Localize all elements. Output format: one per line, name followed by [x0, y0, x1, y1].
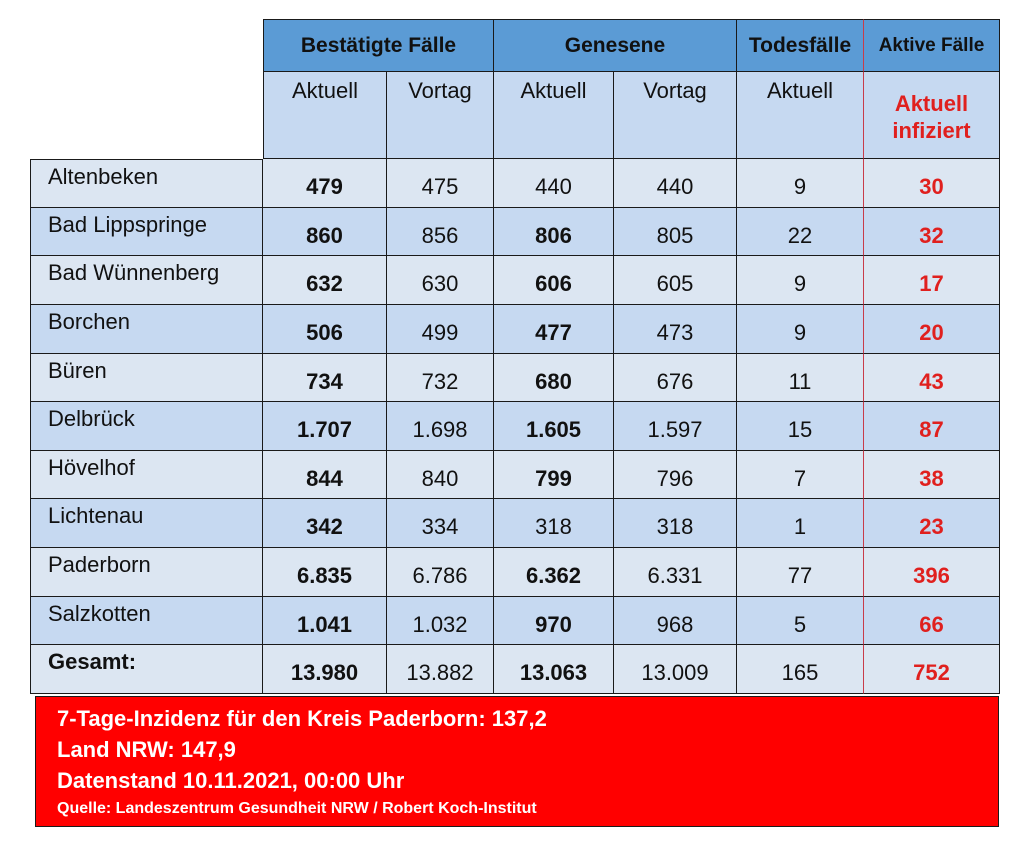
cell-conf-prev: 856 — [387, 208, 494, 256]
cell-conf-cur: 13.980 — [263, 645, 387, 694]
cell-conf-cur: 860 — [263, 208, 387, 256]
cell-conf-prev: 475 — [387, 159, 494, 208]
cell-rec-prev: 605 — [614, 256, 737, 305]
cell-conf-cur: 1.041 — [263, 597, 387, 645]
incidence-kreis: 7-Tage-Inzidenz für den Kreis Paderborn:… — [57, 706, 547, 731]
row-name: Altenbeken — [30, 159, 263, 208]
cell-rec-cur: 440 — [494, 159, 614, 208]
cell-deaths: 9 — [737, 159, 864, 208]
cell-active: 396 — [864, 548, 1000, 597]
incidence-info-box: 7-Tage-Inzidenz für den Kreis Paderborn:… — [35, 696, 999, 827]
row-name: Büren — [30, 354, 263, 402]
subheader-active: Aktuell infiziert — [864, 72, 1000, 159]
cell-rec-cur: 1.605 — [494, 402, 614, 451]
cell-active: 752 — [864, 645, 1000, 694]
data-date: Datenstand 10.11.2021, 00:00 Uhr — [57, 768, 405, 793]
row-name: Bad Lippspringe — [30, 208, 263, 256]
subheader-3: Vortag — [614, 72, 737, 159]
cell-active: 23 — [864, 499, 1000, 548]
cell-rec-prev: 805 — [614, 208, 737, 256]
cell-deaths: 7 — [737, 451, 864, 499]
cell-deaths: 9 — [737, 305, 864, 354]
header-recovered: Genesene — [494, 19, 737, 72]
subheader-active-line: infiziert — [892, 118, 971, 143]
row-name: Lichtenau — [30, 499, 263, 548]
cell-active: 43 — [864, 354, 1000, 402]
cell-rec-prev: 6.331 — [614, 548, 737, 597]
row-name: Borchen — [30, 305, 263, 354]
cell-active: 38 — [864, 451, 1000, 499]
cell-rec-cur: 13.063 — [494, 645, 614, 694]
cell-deaths: 1 — [737, 499, 864, 548]
cell-rec-prev: 676 — [614, 354, 737, 402]
cell-rec-cur: 6.362 — [494, 548, 614, 597]
cell-rec-cur: 680 — [494, 354, 614, 402]
total-label: Gesamt: — [30, 645, 263, 694]
row-name: Paderborn — [30, 548, 263, 597]
cell-deaths: 77 — [737, 548, 864, 597]
cell-deaths: 9 — [737, 256, 864, 305]
subheader-4: Aktuell — [737, 72, 864, 159]
cell-active: 17 — [864, 256, 1000, 305]
cell-conf-cur: 734 — [263, 354, 387, 402]
cell-rec-prev: 1.597 — [614, 402, 737, 451]
cell-conf-prev: 732 — [387, 354, 494, 402]
cell-rec-prev: 968 — [614, 597, 737, 645]
subheader-0: Aktuell — [263, 72, 387, 159]
row-name: Delbrück — [30, 402, 263, 451]
header-deaths: Todesfälle — [737, 19, 864, 72]
cell-rec-cur: 799 — [494, 451, 614, 499]
subheader-2: Aktuell — [494, 72, 614, 159]
cell-conf-prev: 840 — [387, 451, 494, 499]
row-name: Salzkotten — [30, 597, 263, 645]
cell-conf-prev: 13.882 — [387, 645, 494, 694]
cell-rec-cur: 806 — [494, 208, 614, 256]
cell-rec-prev: 318 — [614, 499, 737, 548]
cell-conf-cur: 844 — [263, 451, 387, 499]
cell-deaths: 165 — [737, 645, 864, 694]
cell-conf-cur: 6.835 — [263, 548, 387, 597]
cell-rec-prev: 440 — [614, 159, 737, 208]
cell-rec-cur: 970 — [494, 597, 614, 645]
cell-conf-cur: 506 — [263, 305, 387, 354]
cell-active: 30 — [864, 159, 1000, 208]
cell-conf-cur: 1.707 — [263, 402, 387, 451]
subheader-1: Vortag — [387, 72, 494, 159]
subheader-active-line: Aktuell — [894, 91, 969, 116]
header-active: Aktive Fälle — [864, 19, 1000, 72]
cell-rec-cur: 477 — [494, 305, 614, 354]
cell-deaths: 15 — [737, 402, 864, 451]
incidence-nrw: Land NRW: 147,9 — [57, 737, 236, 762]
cell-conf-cur: 479 — [263, 159, 387, 208]
cell-conf-prev: 6.786 — [387, 548, 494, 597]
cell-rec-prev: 796 — [614, 451, 737, 499]
cell-rec-prev: 473 — [614, 305, 737, 354]
cell-active: 32 — [864, 208, 1000, 256]
cell-rec-prev: 13.009 — [614, 645, 737, 694]
cell-deaths: 5 — [737, 597, 864, 645]
cell-active: 20 — [864, 305, 1000, 354]
cell-rec-cur: 318 — [494, 499, 614, 548]
data-source: Quelle: Landeszentrum Gesundheit NRW / R… — [57, 800, 537, 817]
header-confirmed: Bestätigte Fälle — [263, 19, 494, 72]
cell-conf-cur: 342 — [263, 499, 387, 548]
cell-conf-cur: 632 — [263, 256, 387, 305]
cell-rec-cur: 606 — [494, 256, 614, 305]
cell-active: 87 — [864, 402, 1000, 451]
cell-deaths: 11 — [737, 354, 864, 402]
cell-conf-prev: 499 — [387, 305, 494, 354]
cell-conf-prev: 1.032 — [387, 597, 494, 645]
row-name: Bad Wünnenberg — [30, 256, 263, 305]
cell-deaths: 22 — [737, 208, 864, 256]
cell-conf-prev: 630 — [387, 256, 494, 305]
cell-active: 66 — [864, 597, 1000, 645]
cell-conf-prev: 334 — [387, 499, 494, 548]
row-name: Hövelhof — [30, 451, 263, 499]
cell-conf-prev: 1.698 — [387, 402, 494, 451]
